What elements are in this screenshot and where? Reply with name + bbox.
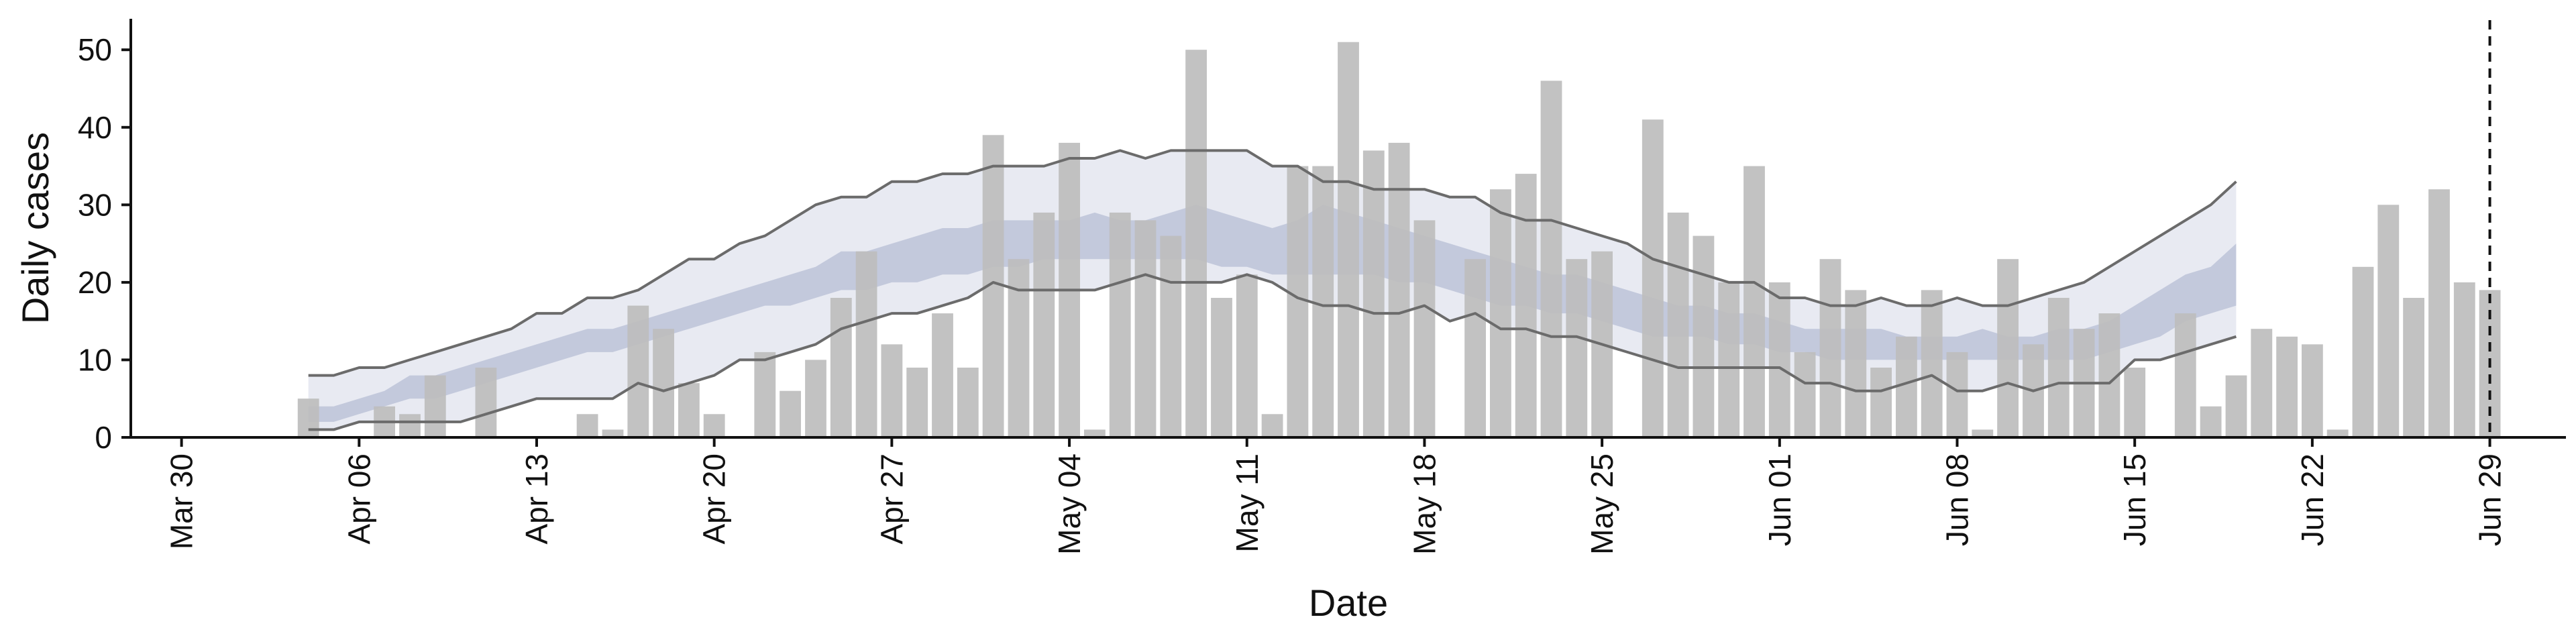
daily-cases-bar <box>2124 368 2146 437</box>
daily-cases-bar <box>1667 212 1689 437</box>
daily-cases-bar <box>1362 150 1385 437</box>
y-tick-label: 10 <box>78 342 112 377</box>
daily-cases-bar <box>780 390 801 437</box>
daily-cases-bar <box>805 360 826 437</box>
x-tick-label: Jun 22 <box>2295 453 2330 546</box>
daily-cases-bar <box>297 398 319 437</box>
x-tick-label: Mar 30 <box>164 453 199 549</box>
daily-cases-bar <box>2302 344 2323 437</box>
inner-uncertainty-band <box>308 205 2237 422</box>
daily-cases-bar <box>1515 174 1537 437</box>
daily-cases-bar <box>424 375 446 437</box>
daily-cases-bar <box>1540 80 1562 437</box>
daily-cases-bar <box>703 414 725 437</box>
daily-cases-bar <box>1997 259 2019 437</box>
daily-cases-bar <box>1134 220 1157 437</box>
inner-band-layer <box>308 205 2237 422</box>
daily-cases-bar <box>1794 352 1816 437</box>
y-tick-label: 50 <box>78 32 112 67</box>
x-tick-label: Jun 01 <box>1762 453 1797 546</box>
daily-cases-bar <box>1338 42 1359 437</box>
daily-cases-bar <box>2352 266 2374 437</box>
daily-cases-bar <box>1008 259 1030 437</box>
envelope-layer <box>308 149 2237 431</box>
daily-cases-bar <box>932 313 953 437</box>
y-tick-label: 0 <box>95 420 112 455</box>
daily-cases-bar <box>678 383 700 437</box>
y-tick-label: 40 <box>78 110 112 145</box>
daily-cases-bar <box>1211 298 1232 437</box>
daily-cases-bar <box>1845 290 1867 437</box>
daily-cases-bar <box>1033 212 1055 437</box>
x-tick-label: May 04 <box>1052 453 1087 555</box>
daily-cases-bar <box>2377 205 2400 437</box>
daily-cases-bar <box>1946 352 1968 437</box>
daily-cases-bar <box>399 414 421 437</box>
y-axis-label: Daily cases <box>14 132 56 324</box>
daily-cases-bar <box>2453 282 2475 437</box>
daily-cases-bar <box>830 298 852 437</box>
daily-cases-bar <box>1870 368 1892 437</box>
daily-cases-bar <box>1312 166 1334 437</box>
x-tick-label: May 25 <box>1585 453 1619 555</box>
x-tick-label: May 18 <box>1407 453 1442 555</box>
daily-cases-bar <box>881 344 903 437</box>
daily-cases-bar <box>1261 414 1283 437</box>
daily-cases-bar <box>602 429 624 437</box>
daily-cases-bar <box>2403 298 2424 437</box>
x-tick-label: Apr 27 <box>874 453 909 545</box>
daily-cases-bar <box>475 368 497 437</box>
daily-cases-bar <box>1413 220 1436 437</box>
x-axis-label: Date <box>1309 582 1388 624</box>
daily-cases-bar <box>2174 313 2196 437</box>
daily-cases-bar <box>2428 189 2450 437</box>
x-tick-label: Apr 13 <box>519 453 554 545</box>
daily-cases-bar <box>906 368 928 437</box>
daily-cases-bar <box>1236 274 1258 437</box>
daily-cases-bar <box>1819 259 1841 437</box>
daily-cases-bar <box>1642 119 1664 437</box>
daily-cases-bar <box>855 251 877 437</box>
daily-cases-bar <box>1743 166 1765 437</box>
daily-cases-bar <box>1464 259 1486 437</box>
x-tick-label: Jun 08 <box>1940 453 1975 546</box>
daily-cases-bar <box>2200 406 2222 437</box>
daily-cases-bar <box>1566 259 1588 437</box>
y-tick-label: 20 <box>78 265 112 300</box>
daily-cases-bar <box>1287 166 1309 437</box>
x-tick-label: May 11 <box>1230 453 1265 552</box>
daily-cases-bar <box>1972 429 1994 437</box>
daily-cases-bar <box>627 305 649 437</box>
daily-cases-bar <box>1490 189 1511 437</box>
daily-cases-bar <box>1718 282 1740 437</box>
x-tick-label: Jun 15 <box>2117 453 2152 546</box>
daily-cases-bar <box>1160 235 1182 437</box>
daily-cases-bar <box>2047 298 2070 437</box>
daily-cases-bar <box>1185 50 1207 437</box>
daily-cases-bar <box>1109 212 1131 437</box>
daily-cases-bar <box>2276 336 2298 437</box>
y-ticks: 0 10 20 30 40 50 <box>78 32 131 455</box>
daily-cases-bar <box>2326 429 2349 437</box>
y-tick-label: 30 <box>78 187 112 222</box>
x-tick-label: Apr 20 <box>697 453 732 545</box>
x-tick-label: Apr 06 <box>341 453 376 545</box>
daily-cases-bar <box>754 352 776 437</box>
daily-cases-bar <box>1921 290 1943 437</box>
daily-cases-bar <box>1693 235 1715 437</box>
daily-cases-bar <box>1768 282 1790 437</box>
daily-cases-bar <box>2225 375 2247 437</box>
daily-cases-bar <box>2251 329 2273 437</box>
daily-cases-bar <box>576 414 598 437</box>
lower-envelope-line <box>308 273 2237 431</box>
x-tick-label: Jun 29 <box>2473 453 2508 546</box>
upper-envelope-line <box>308 149 2237 377</box>
daily-cases-bar <box>1388 142 1410 437</box>
daily-cases-bar <box>957 368 979 437</box>
daily-cases-bar <box>1084 429 1106 437</box>
x-ticks: Mar 30 Apr 06 Apr 13 Apr 20 Apr 27 May 04 May … <box>164 437 2508 555</box>
daily-cases-bar <box>1896 336 1917 437</box>
daily-cases-bar <box>653 329 674 437</box>
